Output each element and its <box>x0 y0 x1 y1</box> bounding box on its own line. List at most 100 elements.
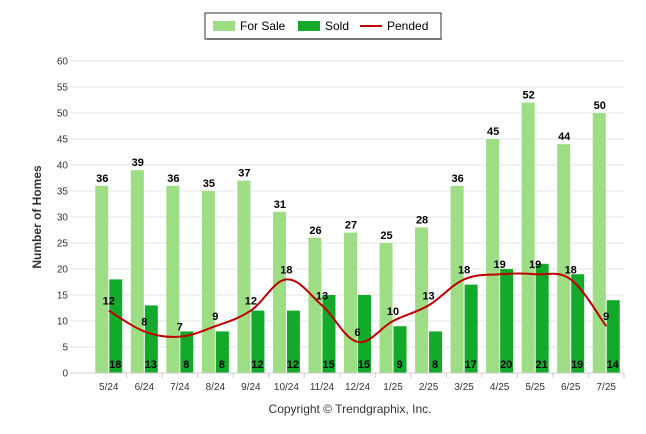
data-label-sold: 8 <box>183 359 189 371</box>
y-axis-label: Number of Homes <box>30 165 44 269</box>
bar-for-sale <box>201 191 215 373</box>
pended-line <box>108 272 608 343</box>
data-label-sold: 8 <box>219 359 225 371</box>
data-label-pended: 12 <box>245 296 257 308</box>
x-tick-label: 5/25 <box>525 382 545 393</box>
data-label-for-sale: 44 <box>558 131 571 143</box>
bar-for-sale <box>272 211 286 373</box>
legend-swatch-sold <box>298 21 320 31</box>
data-label-pended: 18 <box>458 264 470 276</box>
y-tick-label: 40 <box>57 161 69 172</box>
data-label-pended: 19 <box>529 259 541 271</box>
y-axis-ticks: 0 5 10 15 20 25 30 35 40 45 50 55 60 <box>57 57 69 380</box>
bar-sold <box>500 269 514 373</box>
legend-box <box>204 12 442 40</box>
x-tick-label: 9/24 <box>241 382 261 393</box>
bar-sold <box>571 274 585 373</box>
data-label-pended: 9 <box>603 311 609 323</box>
data-label-sold: 8 <box>432 359 438 371</box>
copyright-credit: Copyright © Trendgraphix, Inc. <box>269 402 432 416</box>
y-tick-label: 45 <box>57 135 69 146</box>
bar-sold <box>215 331 229 373</box>
data-label-for-sale: 36 <box>167 173 179 185</box>
x-tick-label: 12/24 <box>345 382 370 393</box>
y-tick-label: 15 <box>57 291 69 302</box>
data-label-for-sale: 45 <box>487 126 499 138</box>
y-tick-label: 50 <box>57 109 69 120</box>
data-label-sold: 17 <box>464 359 476 371</box>
bar-for-sale <box>379 243 393 373</box>
x-axis-ticks: 5/24 6/24 7/24 8/24 9/24 10/24 11/24 12/24 1/25 2… <box>99 373 625 393</box>
data-label-sold: 15 <box>322 359 334 371</box>
bar-for-sale <box>557 144 571 373</box>
data-label-sold: 12 <box>287 359 299 371</box>
bar-sold <box>286 310 300 373</box>
x-tick-label: 1/25 <box>383 382 403 393</box>
x-tick-label: 5/24 <box>99 382 119 393</box>
data-labels: 36 18 39 13 36 8 35 8 37 12 31 12 26 15 27 15 25 9 28 8 36 17… <box>96 90 620 371</box>
data-label-sold: 14 <box>607 359 620 371</box>
bar-for-sale <box>450 185 464 373</box>
bar-for-sale <box>486 139 500 373</box>
x-tick-label: 6/25 <box>561 382 581 393</box>
bar-for-sale <box>237 180 251 373</box>
data-label-pended: 9 <box>212 311 218 323</box>
data-label-sold: 9 <box>396 359 402 371</box>
y-tick-label: 10 <box>57 317 69 328</box>
data-label-for-sale: 36 <box>96 173 108 185</box>
x-tick-label: 4/25 <box>490 382 510 393</box>
bar-for-sale <box>521 102 535 373</box>
data-label-pended: 6 <box>354 327 360 339</box>
data-label-pended: 13 <box>316 290 328 302</box>
data-label-pended: 12 <box>103 296 115 308</box>
y-tick-label: 60 <box>57 57 69 68</box>
bar-sold <box>606 300 620 373</box>
y-tick-label: 5 <box>62 343 68 354</box>
data-label-pended: 18 <box>565 264 577 276</box>
x-tick-label: 2/25 <box>419 382 439 393</box>
data-label-sold: 15 <box>358 359 370 371</box>
data-label-sold: 13 <box>145 359 157 371</box>
data-label-for-sale: 25 <box>380 230 392 242</box>
x-tick-label: 10/24 <box>274 382 299 393</box>
bar-for-sale <box>415 227 429 373</box>
pended-line-path <box>108 272 608 343</box>
data-label-pended: 8 <box>141 316 147 328</box>
legend-label-sold: Sold <box>325 19 349 33</box>
bar-sold <box>180 331 194 373</box>
bar-for-sale <box>95 185 109 373</box>
data-label-for-sale: 39 <box>132 157 144 169</box>
data-label-sold: 20 <box>500 359 512 371</box>
bar-sold <box>251 310 265 373</box>
data-label-sold: 18 <box>109 359 121 371</box>
bar-sold <box>393 326 407 373</box>
data-label-for-sale: 27 <box>345 220 357 232</box>
legend-swatch-for-sale <box>213 21 235 31</box>
data-label-for-sale: 31 <box>274 199 286 211</box>
y-tick-label: 0 <box>62 369 68 380</box>
data-label-sold: 21 <box>536 359 548 371</box>
data-label-pended: 10 <box>387 306 399 318</box>
y-tick-label: 20 <box>57 265 69 276</box>
data-label-for-sale: 35 <box>203 178 215 190</box>
bar-for-sale <box>308 237 322 373</box>
data-label-for-sale: 36 <box>451 173 463 185</box>
data-label-pended: 13 <box>422 290 434 302</box>
bar-sold <box>429 331 443 373</box>
y-tick-label: 30 <box>57 213 69 224</box>
data-label-for-sale: 37 <box>238 168 250 180</box>
bar-sold <box>322 295 336 373</box>
x-tick-label: 6/24 <box>135 382 155 393</box>
data-label-pended: 7 <box>177 322 183 334</box>
bar-for-sale <box>166 185 180 373</box>
bar-sold <box>144 305 158 373</box>
x-tick-label: 11/24 <box>310 382 335 393</box>
data-label-pended: 19 <box>494 259 506 271</box>
bar-for-sale <box>344 232 357 373</box>
bar-for-sale <box>130 170 144 373</box>
data-label-for-sale: 28 <box>416 214 428 226</box>
x-tick-label: 3/25 <box>454 382 474 393</box>
data-label-pended: 18 <box>280 264 292 276</box>
data-label-sold: 12 <box>251 359 263 371</box>
